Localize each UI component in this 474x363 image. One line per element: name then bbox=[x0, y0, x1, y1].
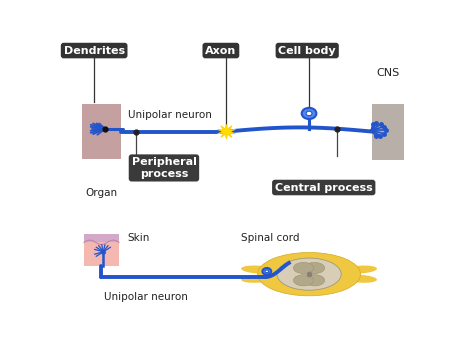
Polygon shape bbox=[217, 125, 236, 139]
Text: Cell body: Cell body bbox=[278, 45, 336, 56]
Ellipse shape bbox=[344, 275, 377, 283]
Circle shape bbox=[263, 268, 271, 275]
Text: Peripheral
process: Peripheral process bbox=[131, 157, 196, 179]
FancyBboxPatch shape bbox=[373, 104, 404, 160]
Text: Spinal cord: Spinal cord bbox=[241, 233, 300, 243]
Circle shape bbox=[301, 108, 316, 119]
Text: Dendrites: Dendrites bbox=[64, 45, 125, 56]
Text: Organ: Organ bbox=[85, 188, 118, 198]
FancyBboxPatch shape bbox=[84, 234, 119, 266]
Ellipse shape bbox=[241, 265, 274, 274]
Ellipse shape bbox=[293, 275, 314, 286]
FancyBboxPatch shape bbox=[84, 234, 119, 242]
Ellipse shape bbox=[293, 262, 314, 274]
Ellipse shape bbox=[241, 275, 274, 283]
Ellipse shape bbox=[257, 253, 360, 296]
Ellipse shape bbox=[344, 265, 377, 274]
Ellipse shape bbox=[304, 275, 325, 286]
Circle shape bbox=[265, 270, 269, 273]
Circle shape bbox=[306, 111, 312, 116]
Text: CNS: CNS bbox=[376, 68, 400, 78]
Text: Unipolar neuron: Unipolar neuron bbox=[104, 291, 188, 302]
Text: Central process: Central process bbox=[275, 183, 373, 192]
Ellipse shape bbox=[304, 262, 325, 274]
Text: Axon: Axon bbox=[205, 45, 237, 56]
FancyBboxPatch shape bbox=[82, 104, 121, 159]
Text: Unipolar neuron: Unipolar neuron bbox=[128, 110, 211, 120]
Text: Skin: Skin bbox=[127, 233, 150, 243]
Ellipse shape bbox=[277, 258, 341, 290]
